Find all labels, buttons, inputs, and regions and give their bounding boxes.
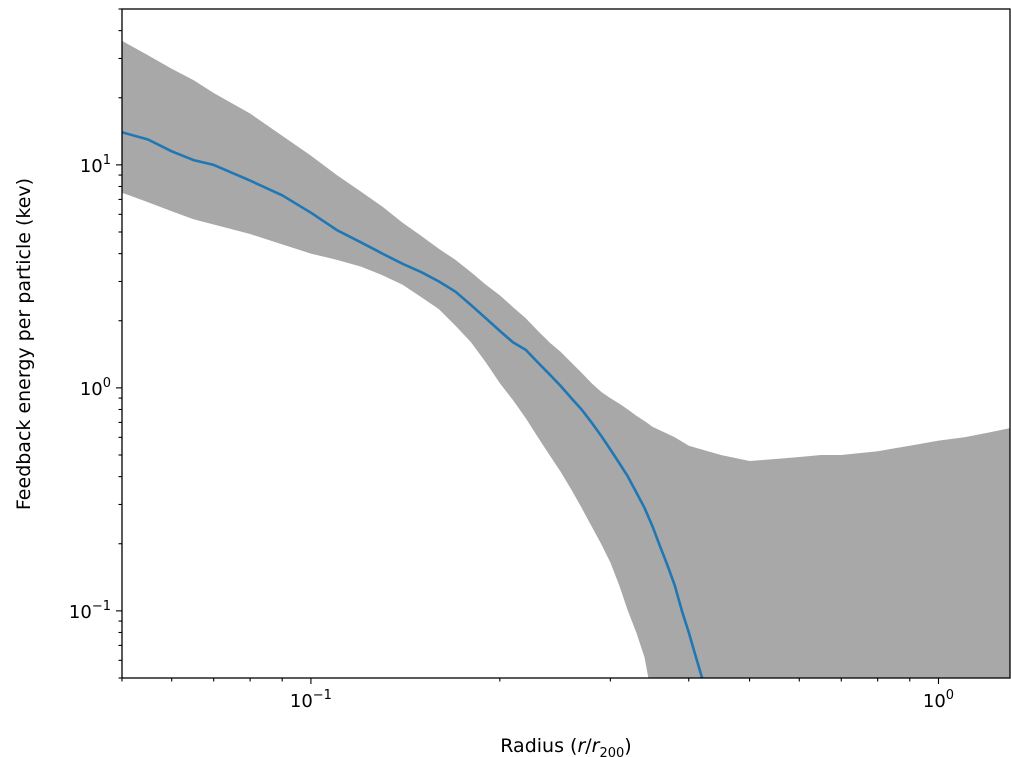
y-tick-label: 100: [80, 376, 111, 400]
y-axis-label: Feedback energy per particle (kev): [13, 178, 35, 510]
x-tick-label: 10−1: [290, 688, 332, 712]
y-tick-label: 101: [80, 153, 111, 177]
scatter-band: [122, 40, 1010, 678]
x-tick-label: 100: [923, 688, 954, 712]
x-axis-label: Radius (r/r200): [500, 735, 631, 757]
series-line: [122, 131, 704, 678]
y-tick-label: 10−1: [69, 599, 111, 623]
plot-frame: [121, 8, 1011, 679]
